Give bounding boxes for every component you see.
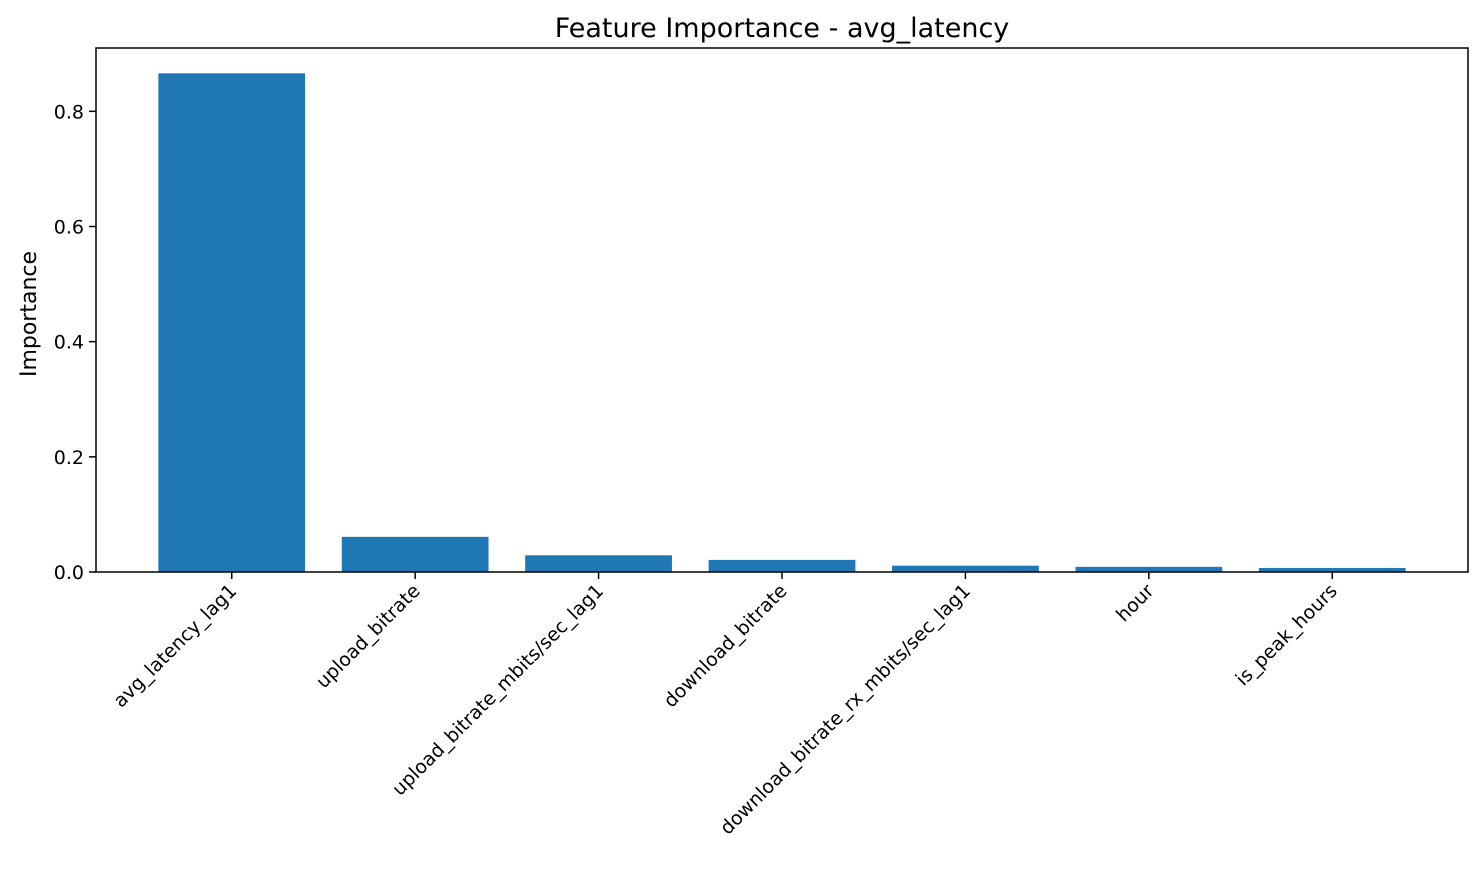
bar-upload_bitrate_mbits/sec_lag1 <box>525 555 672 572</box>
bar-upload_bitrate <box>341 536 489 572</box>
bars-group <box>158 73 1406 572</box>
y-tick-label: 0.4 <box>54 332 84 354</box>
x-tick-label: upload_bitrate <box>312 580 425 693</box>
y-tick-label: 0.8 <box>54 101 84 123</box>
x-tick-label: avg_latency_lag1 <box>109 580 241 712</box>
y-axis-ticks: 0.0 0.2 0.4 0.6 0.8 <box>54 101 96 584</box>
y-tick-label: 0.0 <box>54 562 84 584</box>
x-tick-label: upload_bitrate_mbits/sec_lag1 <box>388 580 608 800</box>
y-axis-label: Importance <box>17 251 42 377</box>
chart-title: Feature Importance - avg_latency <box>555 13 1010 44</box>
bar-download_bitrate_rx_mbits/sec_lag1 <box>892 565 1039 572</box>
y-tick-label: 0.2 <box>54 447 84 469</box>
x-tick-label: download_bitrate <box>659 580 791 712</box>
bar-hour <box>1075 566 1223 572</box>
x-axis-ticks: avg_latency_lag1 upload_bitrateupload_bit… <box>109 572 1342 839</box>
bar-is_peak_hours <box>1258 567 1406 572</box>
bar-download_bitrate <box>708 559 856 572</box>
bar-avg_latency_lag1 <box>158 73 306 572</box>
x-tick-label: is_peak_hours <box>1231 580 1341 690</box>
x-tick-label: hour <box>1112 580 1158 626</box>
y-tick-label: 0.6 <box>54 217 84 239</box>
plot-frame <box>95 47 1469 573</box>
